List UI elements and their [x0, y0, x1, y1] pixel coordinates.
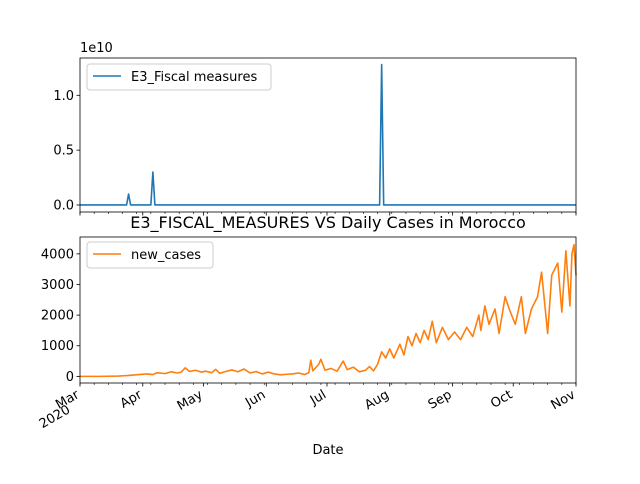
series-line-E3_Fiscal measures: [80, 63, 576, 206]
legend-box: [86, 63, 272, 91]
bottom-axes-frame: [79, 236, 577, 384]
legend-label: new_cases: [131, 248, 201, 263]
x-axis-label: Date: [312, 443, 343, 458]
bottom-legend: new_cases: [86, 241, 214, 269]
y-tick-label: 1000: [41, 339, 74, 354]
fiscal-measures-panel: 1e10 0.0 0.5 1.0 E3_Fiscal measures: [53, 41, 577, 216]
chart-title: E3_FISCAL_MEASURES VS Daily Cases in Mor…: [130, 213, 526, 233]
y-tick-label: 0.5: [53, 144, 74, 159]
y-offset-label: 1e10: [80, 41, 113, 56]
top-legend: E3_Fiscal measures: [86, 63, 272, 91]
y-tick-label: 2000: [41, 309, 74, 324]
top-y-ticks: 0.0 0.5 1.0: [53, 89, 80, 213]
x-tick-label: Jul: [307, 387, 329, 408]
legend-label: E3_Fiscal measures: [131, 70, 257, 85]
bottom-y-ticks: 0 1000 2000 3000 4000: [41, 247, 80, 385]
legend-box: [86, 241, 214, 269]
y-tick-label: 1.0: [53, 89, 74, 104]
top-axes-frame: [79, 57, 577, 213]
bottom-series: [80, 243, 577, 378]
y-tick-label: 4000: [41, 247, 74, 262]
top-series: [80, 63, 576, 206]
y-tick-label: 3000: [41, 278, 74, 293]
series-line-new_cases: [80, 243, 577, 378]
y-tick-label: 0: [66, 370, 74, 385]
y-tick-label: 0.0: [53, 198, 74, 213]
